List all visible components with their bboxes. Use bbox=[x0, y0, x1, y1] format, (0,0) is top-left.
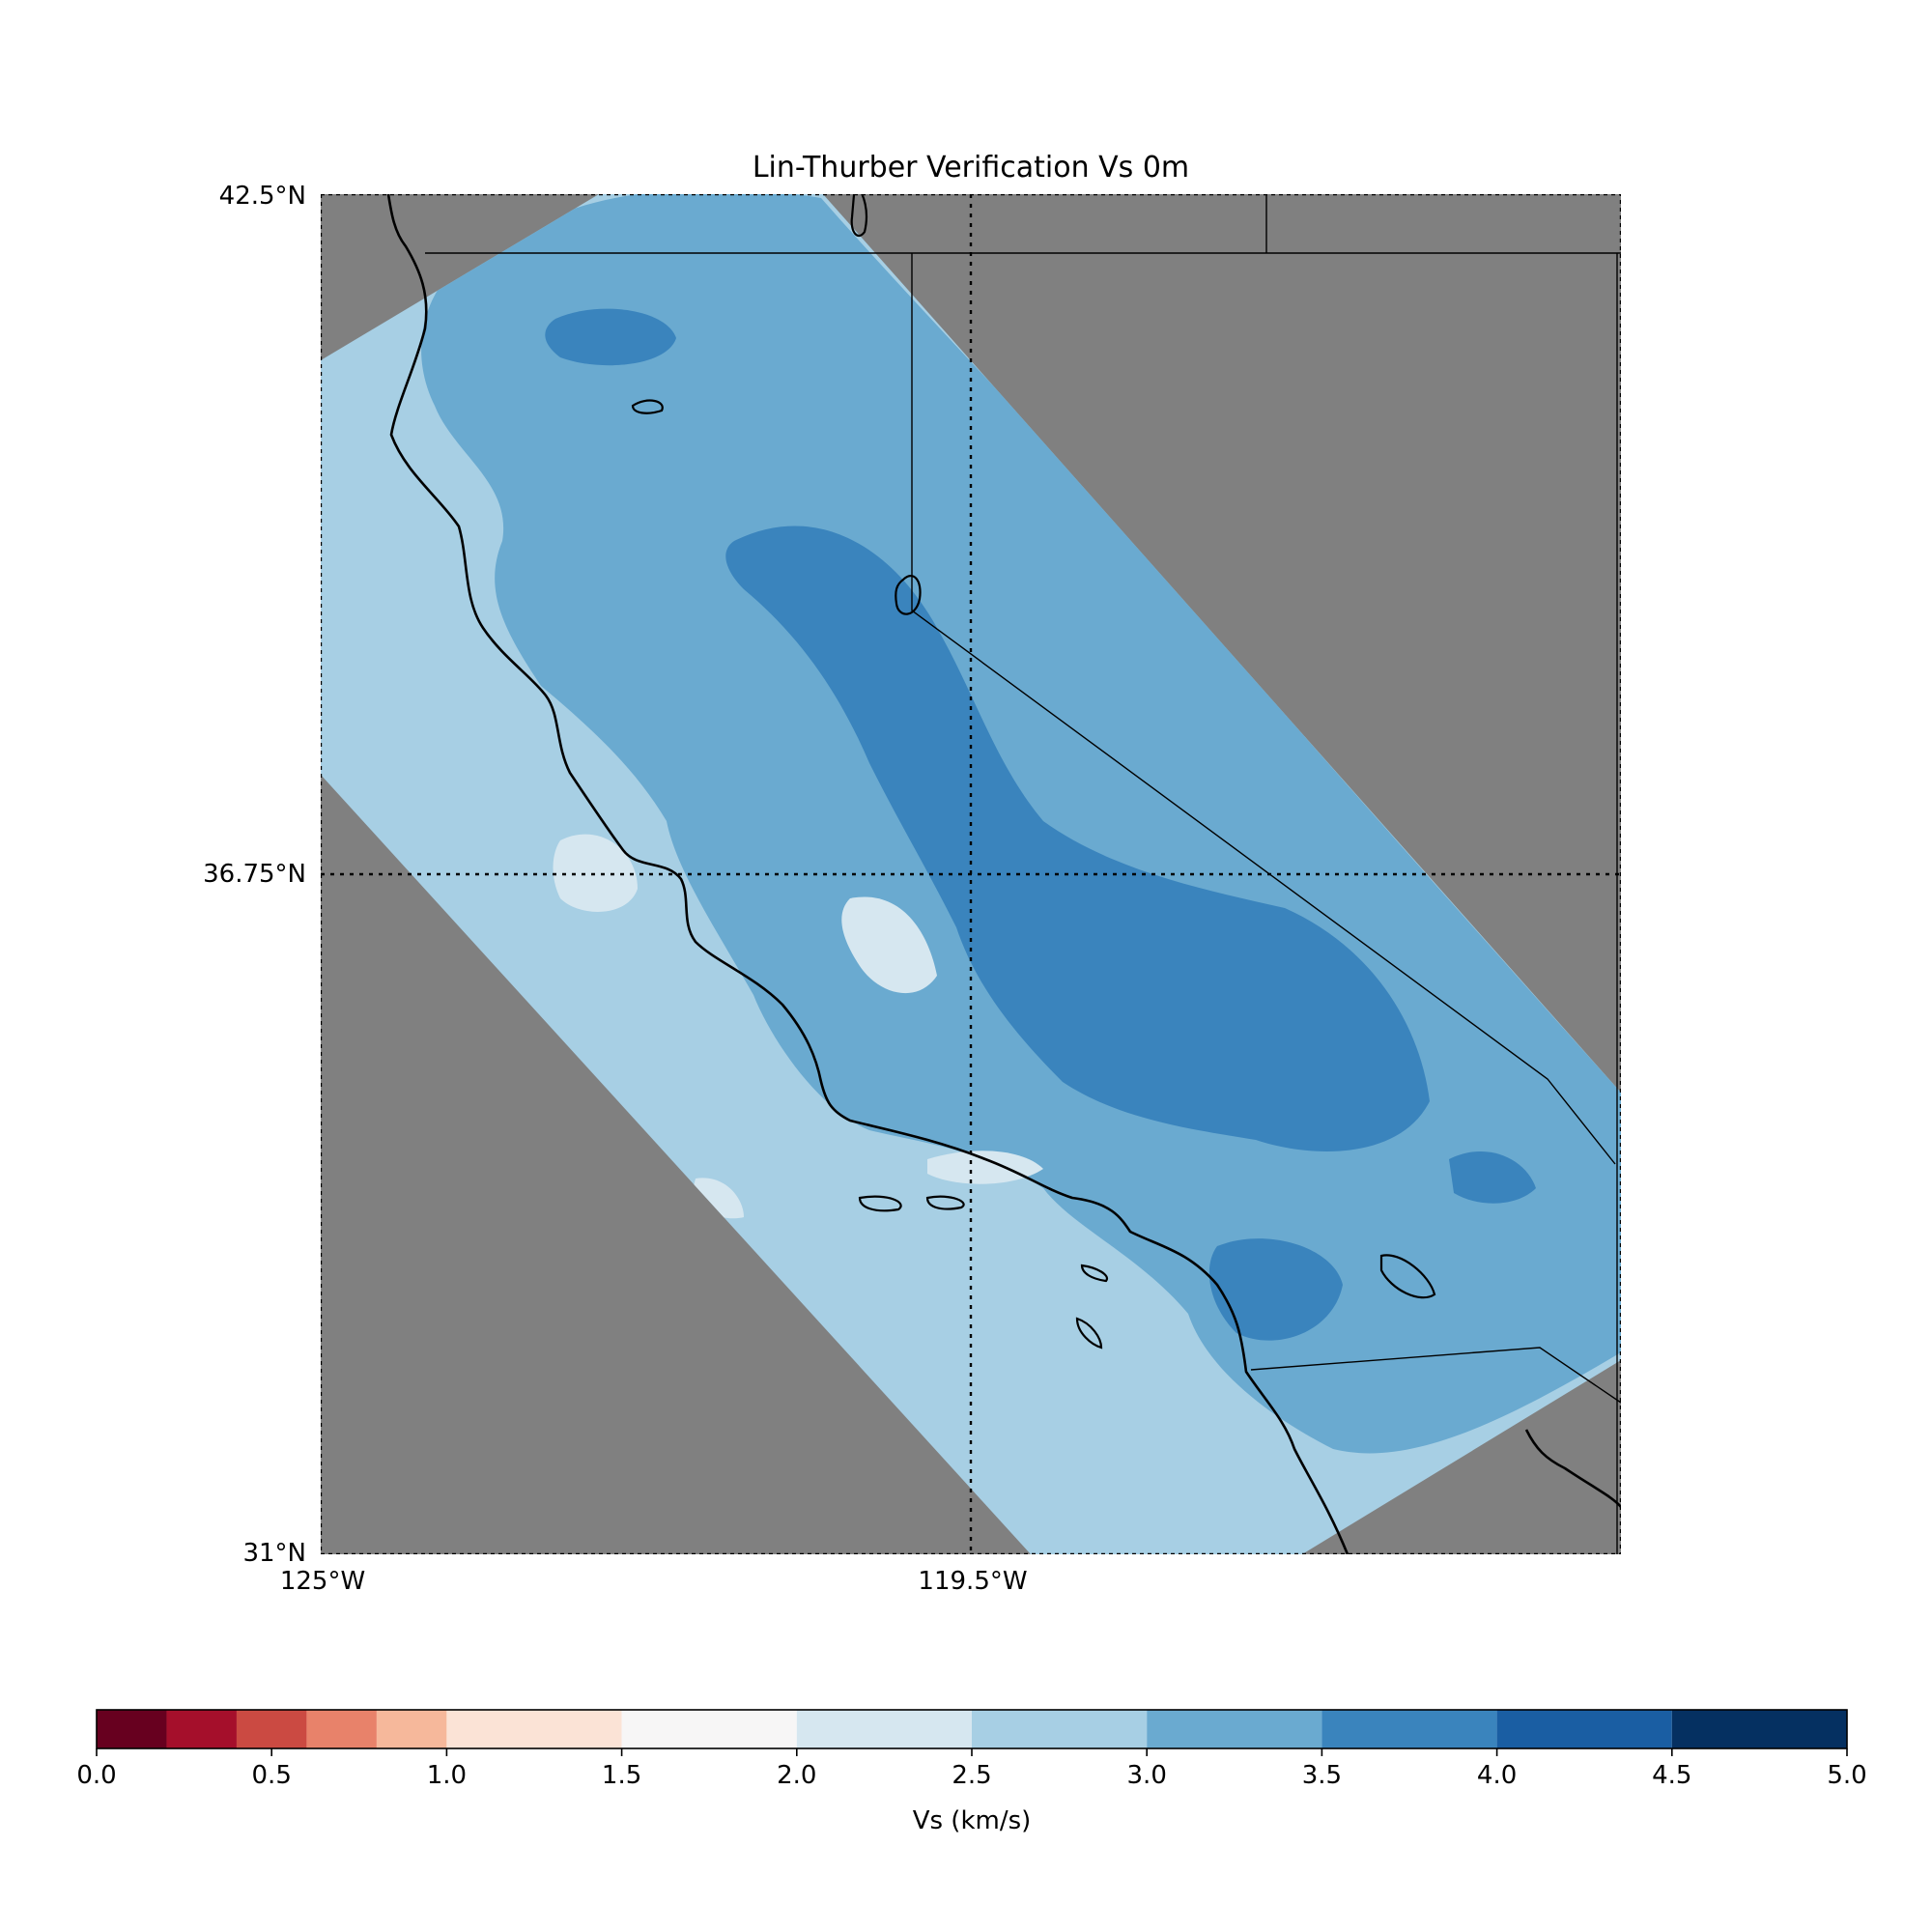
colorbar-bin-11 bbox=[1496, 1710, 1672, 1748]
longitude-labels: 125°W 119.5°W bbox=[280, 1567, 1028, 1596]
colorbar-bin-7 bbox=[796, 1710, 972, 1748]
state-borders bbox=[425, 194, 1621, 1554]
colorbar-tick-label: 5.0 bbox=[1827, 1761, 1866, 1790]
colorbar-bin-3 bbox=[306, 1710, 377, 1748]
contour-3.5-4.0-band bbox=[725, 526, 1430, 1151]
colorbar-tick-label: 0.5 bbox=[252, 1761, 292, 1790]
velocity-contours bbox=[421, 194, 1621, 1454]
shasta-lake bbox=[631, 399, 664, 414]
lon-label-125: 125°W bbox=[280, 1567, 365, 1596]
colorbar-tick-label: 1.0 bbox=[427, 1761, 467, 1790]
colorbar-bin-5 bbox=[446, 1710, 622, 1748]
colorbar-bin-8 bbox=[972, 1710, 1148, 1748]
islands-and-lakes bbox=[631, 194, 1436, 1350]
colorbar-tick-label: 1.5 bbox=[602, 1761, 641, 1790]
lat-label-31: 31°N bbox=[242, 1539, 306, 1568]
colorbar-bin-2 bbox=[236, 1710, 307, 1748]
salton-sea bbox=[1379, 1254, 1436, 1299]
colorbar-bin-4 bbox=[376, 1710, 447, 1748]
colorbar-tick-label: 2.0 bbox=[777, 1761, 816, 1790]
colorbar-bins bbox=[97, 1710, 1847, 1748]
colorbar: 0.0 0.5 1.0 1.5 2.0 2.5 3.0 3.5 4.0 4.5 5.0 Vs (km… bbox=[76, 1709, 1867, 1835]
colorbar-tick-label: 4.0 bbox=[1477, 1761, 1517, 1790]
catalina-island bbox=[1075, 1317, 1103, 1350]
baja-east-coastline bbox=[1524, 1429, 1621, 1508]
colorbar-tick-label: 4.5 bbox=[1652, 1761, 1691, 1790]
contour-3.5-4.0-north bbox=[545, 308, 676, 366]
contour-3.5-4.0-south bbox=[1208, 1238, 1343, 1341]
colorbar-tick-label: 3.5 bbox=[1302, 1761, 1342, 1790]
coastline bbox=[386, 194, 1621, 1554]
colorbar-bin-9 bbox=[1147, 1710, 1322, 1748]
lat-label-42.5: 42.5°N bbox=[219, 182, 306, 211]
colorbar-tick-label: 0.0 bbox=[76, 1761, 116, 1790]
contour-2.0-2.5-central bbox=[841, 896, 937, 994]
san-clemente-island bbox=[1080, 1264, 1109, 1283]
contour-3.5-4.0-east bbox=[1449, 1151, 1536, 1204]
colorbar-label: Vs (km/s) bbox=[913, 1806, 1032, 1835]
lon-label-119.5: 119.5°W bbox=[918, 1567, 1027, 1596]
chart-title: Lin-Thurber Verification Vs 0m bbox=[753, 151, 1189, 185]
colorbar-tick-label: 3.0 bbox=[1127, 1761, 1167, 1790]
colorbar-bin-1 bbox=[166, 1710, 237, 1748]
colorbar-bin-10 bbox=[1321, 1710, 1497, 1748]
lat-label-36.75: 36.75°N bbox=[203, 860, 306, 889]
colorbar-bin-6 bbox=[621, 1710, 797, 1748]
california-coastline bbox=[386, 194, 1350, 1554]
graticule bbox=[321, 194, 1621, 1554]
channel-islands bbox=[858, 1195, 965, 1212]
mexico-border bbox=[1250, 1347, 1621, 1404]
lake-tahoe bbox=[895, 575, 922, 615]
california-nevada-border bbox=[911, 253, 1616, 1165]
colorbar-tick-label: 2.5 bbox=[952, 1761, 991, 1790]
colorbar-bin-0 bbox=[97, 1710, 167, 1748]
colorbar-ticks: 0.0 0.5 1.0 1.5 2.0 2.5 3.0 3.5 4.0 4.5 5.0 bbox=[76, 1748, 1867, 1790]
contour-2.0-2.5-west bbox=[553, 834, 638, 912]
latitude-labels: 42.5°N 36.75°N 31°N bbox=[203, 182, 306, 1568]
map-panel bbox=[321, 194, 1621, 1554]
colorbar-bin-12 bbox=[1671, 1710, 1847, 1748]
contour-2.0-2.5-coast bbox=[927, 1151, 1043, 1184]
